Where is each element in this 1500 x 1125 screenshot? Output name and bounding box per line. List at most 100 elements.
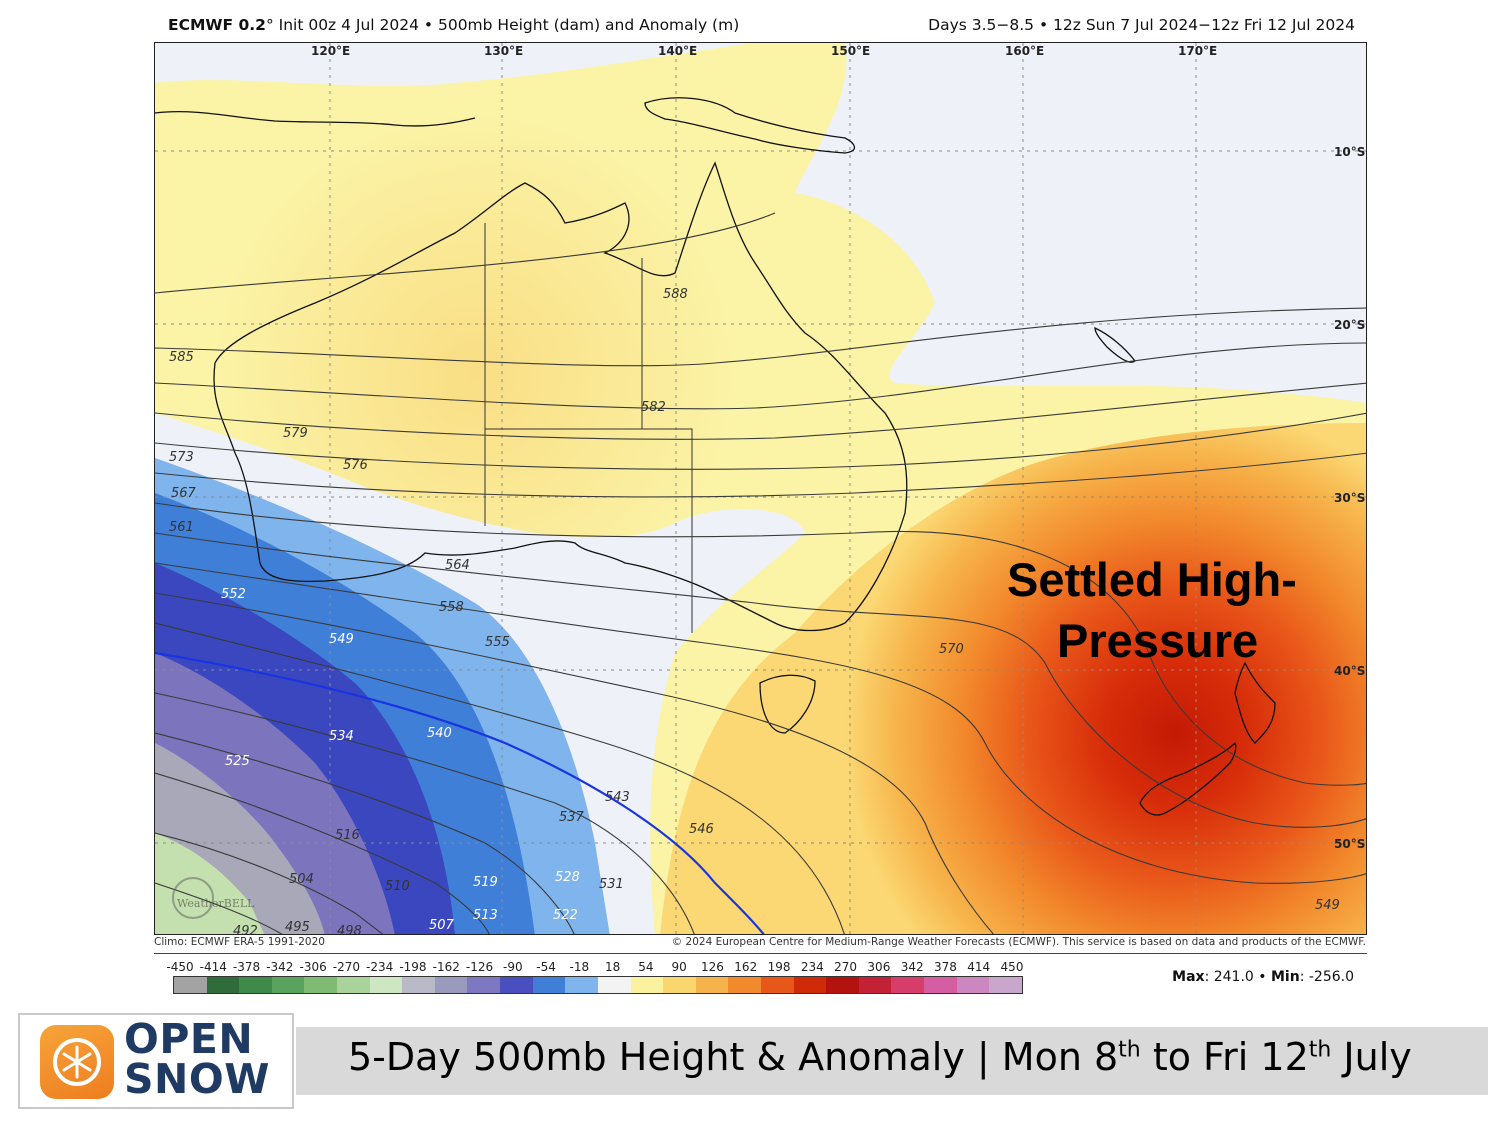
footer-divider — [154, 953, 1367, 954]
coast-australia — [213, 161, 908, 632]
colorbar-segment — [891, 977, 925, 993]
colorbar-tick-label: 342 — [900, 960, 924, 974]
caption-sup1: th — [1118, 1037, 1141, 1063]
colorbar-segment — [695, 977, 729, 993]
contour-label: 549 — [1315, 898, 1340, 913]
colorbar-tick-label: 198 — [767, 960, 791, 974]
contour-label: 567 — [171, 486, 197, 501]
contour-label: 558 — [439, 600, 464, 615]
colorbar-tick-label: 54 — [638, 960, 654, 974]
min-value: : -256.0 — [1299, 969, 1354, 985]
coast-new-zealand-north — [1234, 661, 1276, 744]
contour-label: 537 — [559, 810, 585, 825]
max-min-readout: Max: 241.0 • Min: -256.0 — [1172, 969, 1354, 985]
contour-label: 546 — [689, 822, 714, 837]
graticule — [155, 43, 1366, 934]
contour-label: 510 — [385, 879, 410, 894]
colorbar-tick-label: 90 — [671, 960, 687, 974]
lon-label: 140°E — [658, 44, 697, 58]
caption-title: 5-Day 500mb Height & Anomaly | Mon 8th t… — [348, 1035, 1412, 1079]
contour-label: 588 — [663, 287, 688, 302]
colorbar-tick-label: -126 — [465, 960, 494, 974]
coastlines — [155, 97, 1276, 816]
colorbar-tick-label: -270 — [332, 960, 361, 974]
max-label: Max — [1172, 969, 1205, 985]
colorbar-tick-label: -18 — [569, 960, 590, 974]
contour-label: 582 — [641, 400, 666, 415]
brand-line1: OPEN — [124, 1015, 254, 1063]
colorbar-segment — [304, 977, 338, 993]
colorbar-segment — [434, 977, 468, 993]
colorbar-tick-label: -378 — [232, 960, 261, 974]
colorbar-segment — [760, 977, 794, 993]
colorbar-tick-label: 306 — [867, 960, 891, 974]
colorbar-segment — [239, 977, 272, 993]
contour-labels: 585 588 582 579 576 573 567 561 564 558 … — [169, 287, 1340, 935]
annotation-line1: Settled High- — [1007, 553, 1297, 606]
colorbar-segment — [826, 977, 859, 993]
colorbar-segment — [728, 977, 761, 993]
colorbar-tick-label: 234 — [800, 960, 824, 974]
colorbar-segment — [793, 977, 827, 993]
contour-label: 540 — [427, 726, 452, 741]
colorbar-tick-label: 450 — [1000, 960, 1024, 974]
caption-part3: July — [1331, 1035, 1412, 1079]
contour-label: 564 — [445, 558, 470, 573]
state-borders — [484, 223, 693, 633]
colorbar-tick-label: -90 — [502, 960, 523, 974]
lon-label: 170°E — [1178, 44, 1217, 58]
colorbar-tick-label: 162 — [734, 960, 758, 974]
coast-indonesia — [155, 110, 476, 127]
contour-label: 570 — [939, 642, 964, 657]
init-text: Init 00z 4 Jul 2024 • 500mb Height (dam)… — [278, 16, 740, 34]
colorbar-segment — [337, 977, 370, 993]
watermark: WeatherBELL — [172, 877, 255, 919]
colorbar-tick-label: -162 — [432, 960, 460, 974]
contour-label: 516 — [335, 828, 360, 843]
colorbar-segment — [989, 977, 1022, 993]
contour-label: 585 — [169, 350, 194, 365]
header-valid-period: Days 3.5−8.5 • 12z Sun 7 Jul 2024−12z Fr… — [928, 16, 1355, 34]
contour-label: 513 — [473, 908, 498, 923]
lat-label: 30°S — [1334, 491, 1365, 505]
contour-label: 531 — [599, 877, 624, 892]
colorbar-segment — [663, 977, 696, 993]
colorbar-segment — [597, 977, 631, 993]
colorbar-tick-label: -198 — [399, 960, 427, 974]
contour-label: 561 — [169, 520, 194, 535]
contour-label: 543 — [605, 790, 630, 805]
contour-label: 573 — [169, 450, 194, 465]
height-contours — [155, 212, 1366, 934]
colorbar-segment — [467, 977, 501, 993]
lon-label: 130°E — [484, 44, 523, 58]
snowflake-sun-icon — [40, 1025, 114, 1099]
contour-label: 549 — [329, 632, 354, 647]
colorbar-tick-label: -234 — [366, 960, 394, 974]
contour-label: 555 — [485, 635, 510, 650]
coast-new-caledonia — [1094, 326, 1136, 363]
lat-label: 40°S — [1334, 664, 1365, 678]
lat-label: 20°S — [1334, 318, 1365, 332]
coast-new-guinea — [644, 97, 856, 154]
min-label: Min — [1270, 969, 1300, 985]
colorbar-segment — [956, 977, 990, 993]
max-value: : 241.0 • — [1204, 969, 1271, 985]
anomaly-red — [660, 423, 1366, 934]
colorbar-segment — [271, 977, 305, 993]
annotation-line2: Pressure — [1057, 614, 1258, 667]
brand-line2: SNOW — [124, 1055, 270, 1103]
colorbar-segment — [565, 977, 598, 993]
colorbar-tick-label: 126 — [701, 960, 724, 974]
header-model-info: ECMWF 0.2° Init 00z 4 Jul 2024 • 500mb H… — [168, 16, 739, 34]
brand-wordmark: OPEN SNOW — [124, 1015, 270, 1103]
degree-sign: ° — [265, 16, 274, 34]
lat-label: 50°S — [1334, 837, 1365, 851]
colorbar-tick-label: -342 — [266, 960, 294, 974]
contour-label: 492 — [233, 924, 258, 935]
anomaly-green — [155, 833, 265, 934]
colorbar-tick-label: 378 — [933, 960, 957, 974]
colorbar-tick-label: 270 — [834, 960, 858, 974]
watermark-text: WeatherBELL — [177, 897, 255, 910]
contour-label: 525 — [225, 754, 250, 769]
lat-label: 10°S — [1334, 145, 1365, 159]
